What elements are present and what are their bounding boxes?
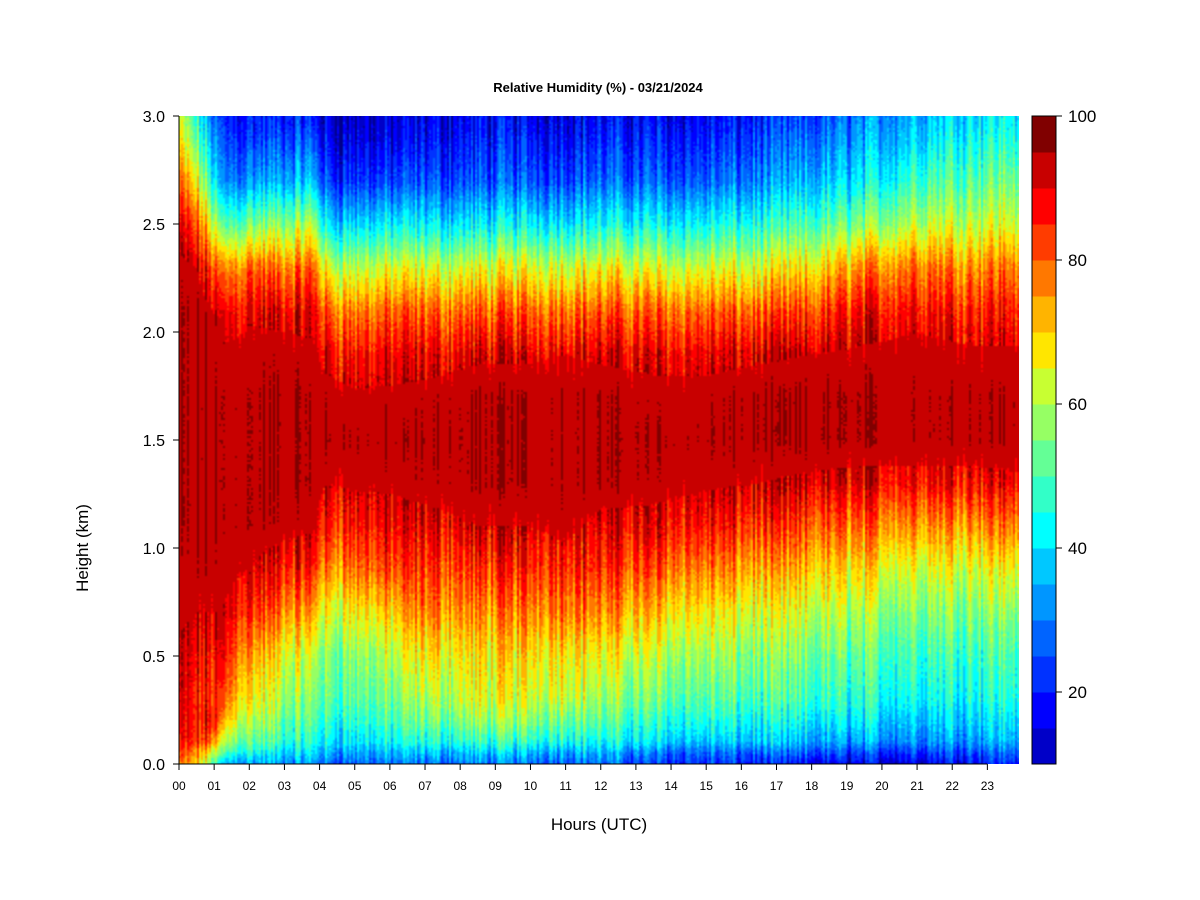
x-tick-label: 02 (243, 779, 257, 793)
x-tick-label: 23 (981, 779, 995, 793)
colorbar-segment (1032, 584, 1056, 621)
x-tick-label: 05 (348, 779, 362, 793)
y-tick-label: 0.0 (143, 757, 165, 774)
y-axis: 0.0 0.5 1.0 1.5 2.0 2.5 3.0 (143, 109, 180, 774)
x-tick-label: 11 (559, 779, 572, 793)
x-tick-label: 07 (418, 779, 432, 793)
colorbar-tick-label: 60 (1068, 395, 1087, 414)
colorbar-tick-label: 100 (1068, 107, 1096, 126)
colorbar-segment (1032, 656, 1056, 693)
colorbar-segment (1032, 548, 1056, 585)
x-tick-label: 14 (664, 779, 678, 793)
colorbar-segment (1032, 476, 1056, 513)
colorbar-tick-label: 40 (1068, 539, 1087, 558)
x-axis-label: Hours (UTC) (551, 815, 647, 834)
colorbar-segment (1032, 152, 1056, 189)
x-tick-label: 18 (805, 779, 819, 793)
x-tick-label: 13 (629, 779, 643, 793)
y-axis-label: Height (km) (73, 504, 92, 592)
x-tick-label: 21 (910, 779, 924, 793)
x-tick-label: 12 (594, 779, 608, 793)
colorbar-segment (1032, 512, 1056, 549)
colorbar-segment (1032, 620, 1056, 657)
x-tick-label: 01 (207, 779, 221, 793)
colorbar-frame (1031, 115, 1057, 765)
colorbar-segment (1032, 296, 1056, 333)
colorbar-segment (1032, 440, 1056, 477)
x-tick-label: 20 (875, 779, 889, 793)
y-tick-label: 3.0 (143, 109, 165, 126)
y-tick-label: 0.5 (143, 649, 165, 666)
x-tick-label: 22 (946, 779, 960, 793)
x-axis: 00 01 02 03 04 05 06 07 08 09 10 11 12 13 14 15 16 17 18 19… (172, 763, 995, 793)
heatmap-plot-area (179, 116, 1019, 764)
x-tick-label: 15 (700, 779, 714, 793)
colorbar-segment (1032, 188, 1056, 225)
humidity-heatmap (179, 116, 1019, 764)
colorbar-segment (1032, 116, 1056, 153)
x-tick-label: 10 (524, 779, 538, 793)
chart-title: Relative Humidity (%) - 03/21/2024 (493, 80, 703, 95)
colorbar-tick-label: 80 (1068, 251, 1087, 270)
y-tick-label: 2.5 (143, 217, 165, 234)
x-tick-label: 09 (489, 779, 503, 793)
colorbar-segment (1032, 260, 1056, 297)
y-tick-label: 2.0 (143, 325, 165, 342)
colorbar-segment (1032, 692, 1056, 729)
y-tick-label: 1.5 (143, 433, 165, 450)
colorbar-segment (1032, 224, 1056, 261)
colorbar-segment (1032, 728, 1056, 765)
x-tick-label: 16 (735, 779, 749, 793)
colorbar-segment (1032, 404, 1056, 441)
colorbar: 20 40 60 80 100 (1031, 107, 1096, 765)
x-tick-label: 19 (840, 779, 854, 793)
x-tick-label: 06 (383, 779, 397, 793)
x-tick-label: 17 (770, 779, 784, 793)
x-tick-label: 00 (172, 779, 186, 793)
y-tick-label: 1.0 (143, 541, 165, 558)
colorbar-segment (1032, 368, 1056, 405)
x-tick-label: 03 (278, 779, 292, 793)
colorbar-segment (1032, 332, 1056, 369)
x-tick-label: 08 (453, 779, 467, 793)
x-tick-label: 04 (313, 779, 327, 793)
colorbar-tick-label: 20 (1068, 683, 1087, 702)
